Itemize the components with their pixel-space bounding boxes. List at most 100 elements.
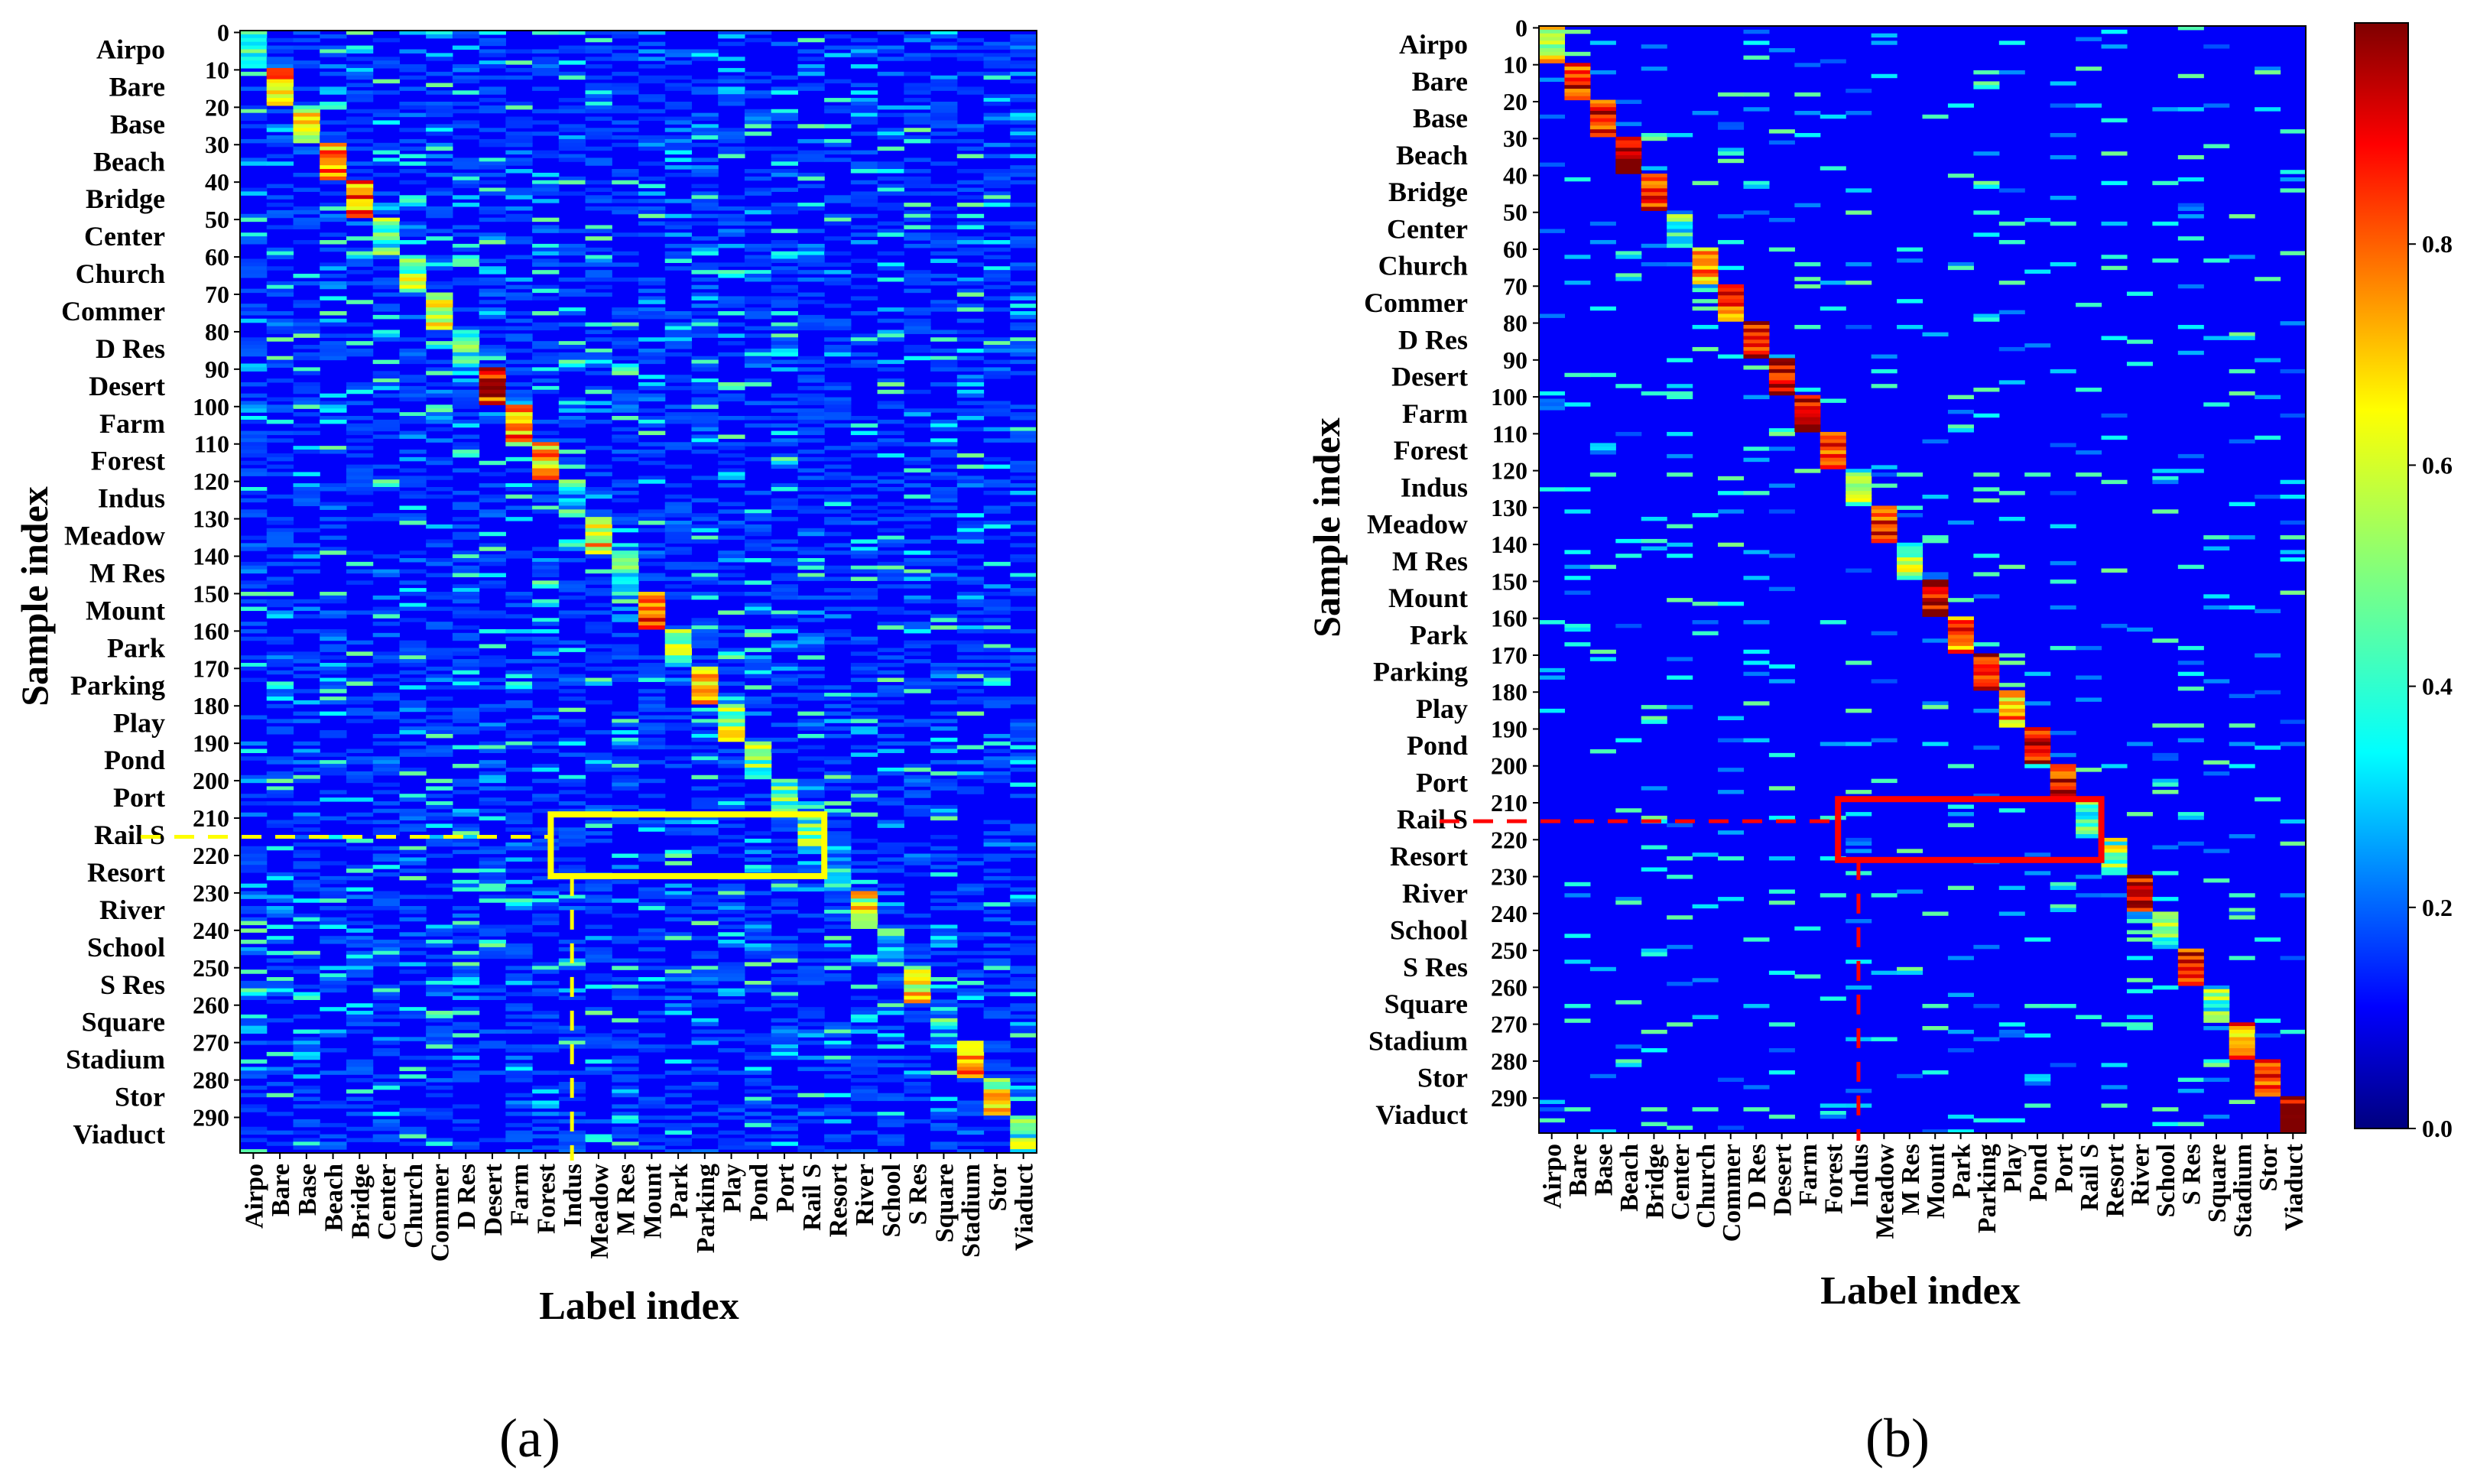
heatmap-cell xyxy=(664,165,693,170)
heatmap-cell xyxy=(293,569,320,574)
heatmap-cell xyxy=(266,359,294,365)
heatmap-cell xyxy=(744,490,772,495)
heatmap-cell xyxy=(1010,648,1037,652)
heatmap-cell xyxy=(532,857,560,862)
heatmap-cell xyxy=(399,169,427,174)
heatmap-cell xyxy=(240,569,268,574)
heatmap-cell xyxy=(426,330,453,334)
heatmap-cell xyxy=(691,243,719,248)
heatmap-cell xyxy=(1010,438,1037,443)
heatmap-cell xyxy=(532,464,560,469)
heatmap-cell xyxy=(904,209,931,215)
heatmap-cell xyxy=(638,741,666,746)
heatmap-cell xyxy=(2203,989,2230,994)
heatmap-cell xyxy=(850,416,878,421)
heatmap-cell xyxy=(558,157,586,162)
heatmap-cell xyxy=(691,165,719,170)
heatmap-cell xyxy=(372,191,400,196)
heatmap-cell xyxy=(505,730,533,735)
heatmap-cell xyxy=(532,1070,560,1075)
heatmap-cell xyxy=(983,853,1011,859)
heatmap-cell xyxy=(824,565,852,570)
heatmap-cell xyxy=(877,906,904,911)
heatmap-cell xyxy=(266,142,294,148)
heatmap-cell xyxy=(1998,708,2025,713)
heatmap-cell xyxy=(744,1104,772,1109)
heatmap-cell xyxy=(346,962,374,966)
heatmap-cell xyxy=(320,154,347,158)
heatmap-cell xyxy=(956,906,985,911)
heatmap-cell xyxy=(372,992,400,997)
heatmap-cell xyxy=(983,199,1011,203)
heatmap-cell xyxy=(1922,601,1949,606)
heatmap-cell xyxy=(612,71,639,76)
heatmap-cell xyxy=(399,513,427,518)
heatmap-cell xyxy=(479,363,506,368)
heatmap-cell xyxy=(797,393,825,398)
heatmap-cell xyxy=(1589,472,1616,477)
heatmap-cell xyxy=(479,98,506,102)
heatmap-cell xyxy=(983,1085,1011,1090)
heatmap-cell xyxy=(558,288,586,294)
heatmap-cell xyxy=(293,146,320,151)
heatmap-cell xyxy=(877,430,904,436)
heatmap-cell xyxy=(797,640,825,645)
heatmap-cell xyxy=(240,341,268,346)
heatmap-cell xyxy=(532,1134,560,1139)
heatmap-cell xyxy=(505,614,533,619)
heatmap-cell xyxy=(691,666,719,671)
heatmap-cell xyxy=(877,191,904,196)
heatmap-cell xyxy=(2050,154,2076,160)
heatmap-cell xyxy=(1539,51,1566,57)
heatmap-cell xyxy=(691,385,719,391)
heatmap-cell xyxy=(1922,439,1949,444)
heatmap-cell xyxy=(1922,612,1949,617)
heatmap-cell xyxy=(240,304,268,308)
heatmap-cell xyxy=(346,199,374,203)
heatmap-cell xyxy=(426,733,453,739)
heatmap-cell xyxy=(293,221,320,226)
heatmap-cell xyxy=(691,644,719,648)
heatmap-cell xyxy=(956,539,985,544)
heatmap-cell xyxy=(797,86,825,91)
heatmap-cell xyxy=(956,146,985,151)
heatmap-cell xyxy=(479,677,506,683)
heatmap-cell xyxy=(426,187,453,193)
heatmap-cell xyxy=(426,697,453,701)
y-class-label: Port xyxy=(113,782,165,813)
heatmap-cell xyxy=(1010,243,1037,248)
heatmap-cell xyxy=(1718,303,1745,307)
heatmap-cell xyxy=(877,1112,904,1116)
heatmap-cell xyxy=(983,1096,1011,1102)
heatmap-cell xyxy=(850,1059,878,1064)
heatmap-cell xyxy=(532,992,560,997)
heatmap-cell xyxy=(771,823,798,828)
heatmap-cell xyxy=(1973,180,2000,186)
heatmap-cell xyxy=(479,984,506,989)
heatmap-cell xyxy=(1718,306,1745,311)
heatmap-cell xyxy=(797,37,825,43)
heatmap-cell xyxy=(266,1018,294,1023)
heatmap-cell xyxy=(479,105,506,110)
heatmap-cell xyxy=(372,865,400,869)
heatmap-cell xyxy=(2280,535,2307,540)
heatmap-cell xyxy=(452,662,480,667)
heatmap-cell xyxy=(320,203,347,207)
heatmap-cell xyxy=(240,677,268,683)
heatmap-cell xyxy=(2126,893,2153,898)
heatmap-cell xyxy=(1743,92,1770,97)
heatmap-cell xyxy=(638,823,666,828)
heatmap-cell xyxy=(824,1025,852,1031)
heatmap-cell xyxy=(479,947,506,952)
heatmap-cell xyxy=(824,778,852,784)
x-class-label: Play xyxy=(719,1164,747,1213)
heatmap-cell xyxy=(638,573,666,578)
heatmap-cell xyxy=(399,962,427,966)
heatmap-cell xyxy=(293,430,320,436)
heatmap-cell xyxy=(930,719,958,723)
heatmap-cell xyxy=(293,1085,320,1090)
y-class-labels-a: AirpoBareBaseBeachBridgeCenterChurchComm… xyxy=(61,34,165,1149)
heatmap-cell xyxy=(718,509,745,514)
heatmap-cell xyxy=(266,640,294,645)
heatmap-cell xyxy=(266,823,294,828)
